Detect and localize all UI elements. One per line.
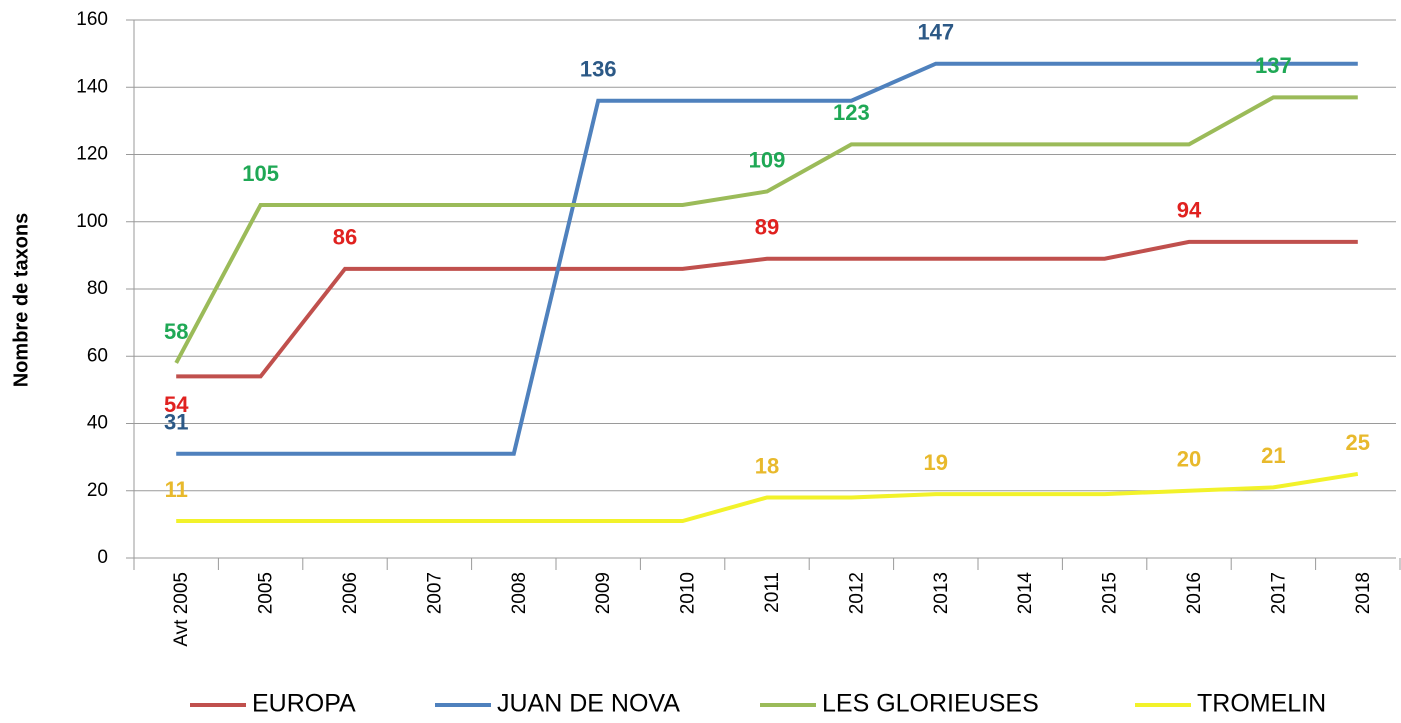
y-tick-label: 60 [87,345,108,366]
data-label: 147 [917,20,954,45]
y-tick-label: 140 [76,76,108,97]
series-line [176,61,1358,456]
series-line [176,471,1359,524]
data-label: 109 [749,147,786,172]
data-label: 136 [580,57,617,82]
x-tick-label: 2016 [1184,572,1205,614]
x-tick-label: Avt 2005 [171,572,192,647]
y-tick-label: 120 [76,144,108,165]
x-tick-label: 2008 [509,572,530,614]
y-tick-label: 100 [76,211,108,232]
data-label: 105 [242,161,279,186]
y-tick-label: 40 [87,413,108,434]
data-label: 25 [1346,430,1370,455]
data-label: 89 [755,215,779,240]
x-tick-label: 2012 [846,572,867,614]
x-tick-label: 2007 [424,572,445,614]
y-tick-label: 0 [97,547,108,568]
y-tick-label: 160 [76,9,108,30]
series-line [174,95,1358,364]
data-label: 54 [164,392,189,417]
x-tick-label: 2014 [1015,572,1036,615]
legend-label: TROMELIN [1197,690,1326,718]
y-axis-label: Nombre de taxons [10,213,32,387]
x-tick-label: 2006 [340,572,361,614]
series-line [176,239,1358,379]
data-label: 21 [1261,443,1285,468]
x-tick-label: 2009 [593,572,614,614]
x-tick-label: 2015 [1100,572,1121,614]
data-label: 20 [1177,447,1201,472]
x-tick-label: 2010 [678,572,699,614]
x-tick-label: 2005 [256,572,277,614]
data-label: 86 [333,225,357,250]
x-tick-label: 2017 [1268,572,1289,614]
data-label: 137 [1255,53,1292,78]
data-label: 58 [164,319,188,344]
data-label: 94 [1177,198,1202,223]
x-tick-label: 2011 [762,572,783,613]
x-tick-label: 2018 [1353,572,1374,614]
data-label: 11 [165,477,188,502]
data-label: 31 [164,410,188,435]
data-label: 18 [755,453,779,478]
x-tick-label: 2013 [931,572,952,614]
y-tick-label: 80 [87,278,108,299]
legend-label: LES GLORIEUSES [822,690,1039,718]
legend-label: EUROPA [252,690,356,718]
data-label: 123 [833,100,870,125]
data-label: 19 [924,450,948,475]
legend-label: JUAN DE NOVA [497,690,680,718]
y-tick-label: 20 [87,480,108,501]
